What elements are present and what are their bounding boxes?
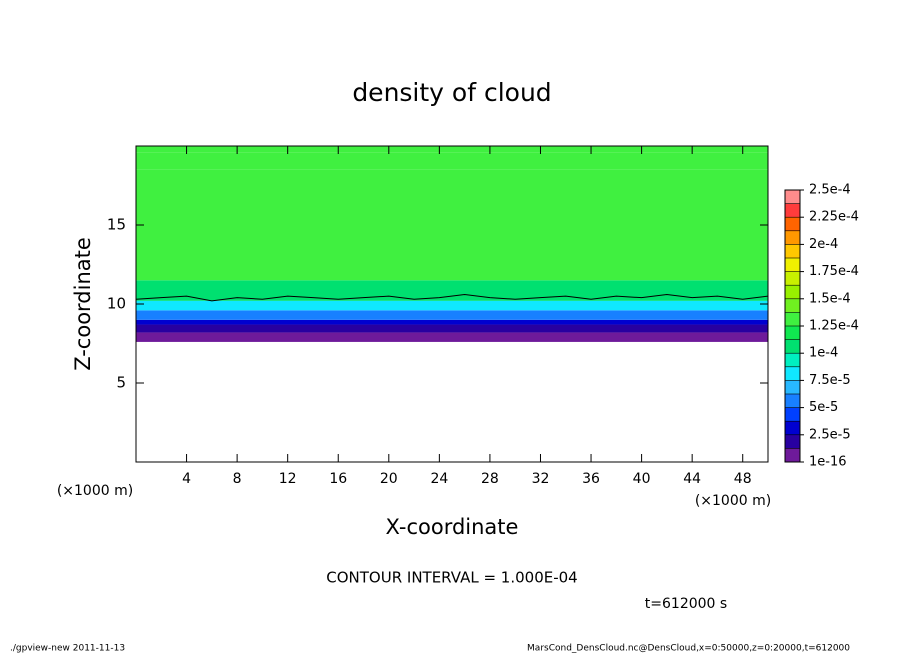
time-label: t=612000 s (645, 596, 727, 612)
x-tick-label: 8 (233, 471, 242, 487)
colorbar-label: 1.5e-4 (809, 291, 851, 306)
x-tick-label: 36 (582, 471, 600, 487)
colorbar-box (785, 339, 800, 354)
contour-band (136, 152, 768, 170)
contour-band (136, 300, 768, 311)
colorbar-box (785, 271, 800, 286)
colorbar-box (785, 285, 800, 299)
colorbar-label: 2e-4 (809, 237, 838, 252)
colorbar-label: 7.5e-5 (809, 373, 851, 388)
x-tick-label: 28 (481, 471, 499, 487)
colorbar-label: 2.25e-4 (809, 210, 859, 225)
footer-right: MarsCond_DensCloud.nc@DensCloud,x=0:5000… (527, 644, 850, 654)
contour-band (136, 169, 768, 281)
colorbar-label: 1.75e-4 (809, 264, 859, 279)
x-tick-label: 32 (532, 471, 550, 487)
contour-band (136, 146, 768, 153)
y-tick-label: 15 (107, 216, 126, 234)
x-tick-label: 12 (279, 471, 297, 487)
colorbar-label: 2.5e-5 (809, 427, 851, 442)
colorbar-box (785, 353, 800, 367)
colorbar-box (785, 421, 800, 435)
x-tick-label: 4 (182, 471, 191, 487)
colorbar-box (785, 326, 800, 340)
contour-band (136, 280, 768, 301)
colorbar-label: 1e-4 (809, 346, 838, 361)
y-axis-label: Z-coordinate (71, 237, 95, 371)
colorbar-box (785, 217, 800, 231)
x-tick-label: 48 (734, 471, 752, 487)
colorbar-box (785, 394, 800, 408)
colorbar-box (785, 448, 800, 462)
colorbar-box (785, 380, 800, 394)
colorbar-label: 2.5e-4 (809, 183, 851, 198)
contour-interval: CONTOUR INTERVAL = 1.000E-04 (326, 569, 577, 587)
colorbar-box (785, 434, 800, 449)
contour-line (135, 294, 769, 302)
colorbar-box (785, 366, 800, 381)
y-tick-label: 10 (107, 295, 126, 313)
colorbar-box (785, 258, 800, 272)
contour-band (136, 332, 768, 342)
colorbar-box (785, 312, 800, 326)
contour-band (136, 342, 768, 462)
colorbar-box (785, 244, 800, 258)
chart-title: density of cloud (352, 78, 551, 107)
colorbar-label: 1e-16 (809, 455, 847, 470)
x-tick-label: 40 (633, 471, 651, 487)
x-unit-label: (×1000 m) (57, 483, 133, 499)
colorbar-box (785, 203, 800, 218)
colorbar-box (785, 298, 800, 313)
colorbar-label: 1.25e-4 (809, 319, 859, 334)
x-unit-label: (×1000 m) (695, 493, 771, 509)
x-tick-label: 24 (430, 471, 448, 487)
x-tick-label: 20 (380, 471, 398, 487)
x-axis-label: X-coordinate (386, 515, 519, 539)
y-tick-label: 5 (116, 374, 126, 392)
x-tick-label: 16 (329, 471, 347, 487)
contour-band (136, 310, 768, 320)
footer-left: ./gpview-new 2011-11-13 (10, 644, 125, 654)
colorbar-box (785, 407, 800, 422)
colorbar-box (785, 190, 800, 204)
contour-band (136, 324, 768, 333)
x-tick-label: 44 (683, 471, 701, 487)
colorbar-label: 5e-5 (809, 400, 838, 415)
contour-band (136, 319, 768, 325)
colorbar-box (785, 230, 800, 245)
